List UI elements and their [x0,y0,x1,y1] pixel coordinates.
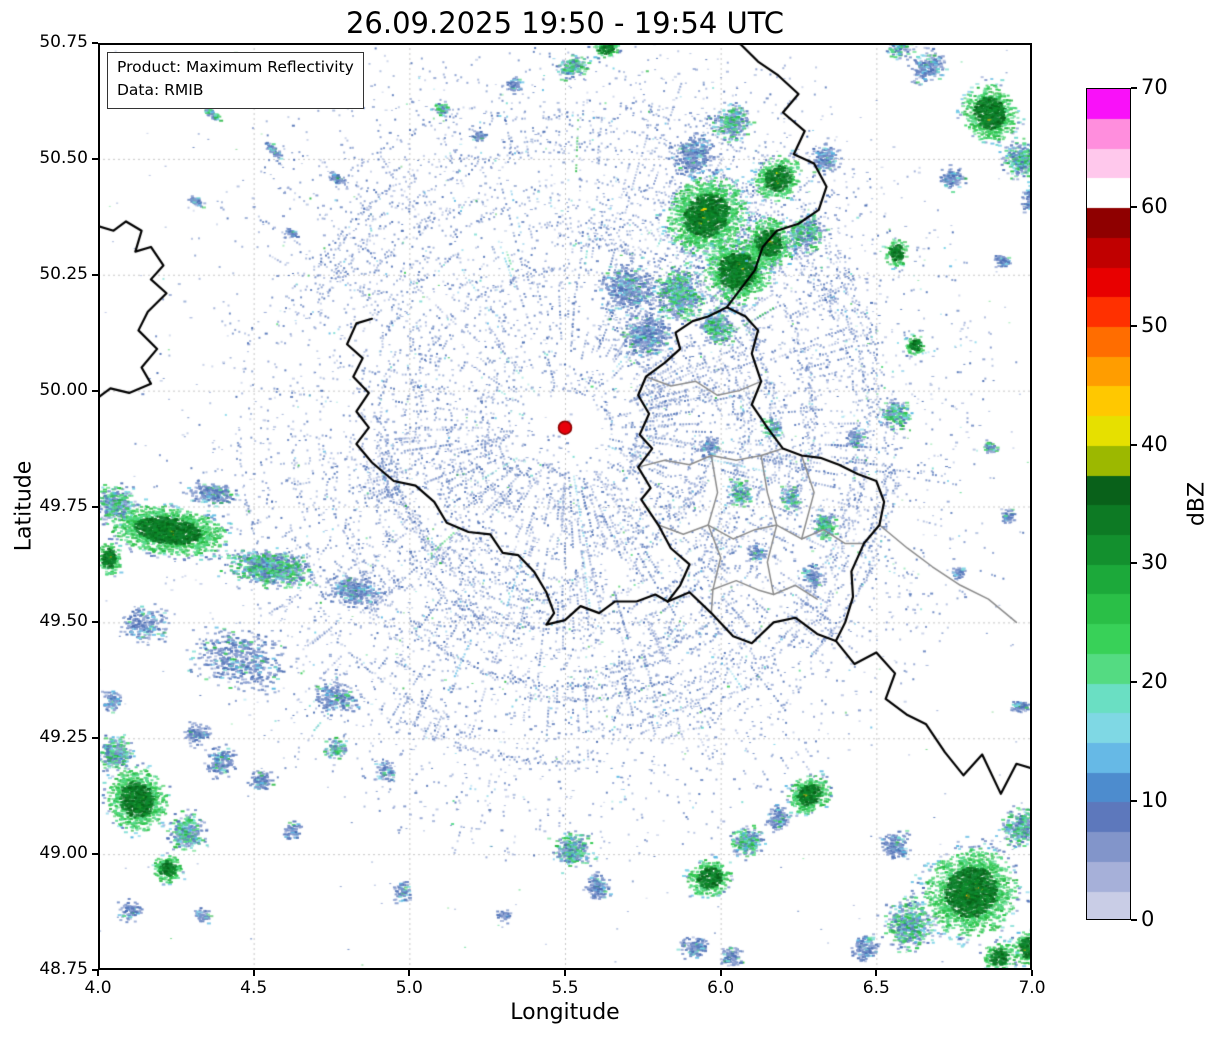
colorbar-tick-label: 40 [1141,431,1168,456]
colorbar-tick-label: 0 [1141,907,1155,931]
y-tick-label: 49.25 [39,727,88,748]
colorbar-tick-mark [1131,87,1137,89]
y-tick-mark [92,42,98,44]
x-tick-mark [875,970,878,976]
colorbar-tick-label: 50 [1141,312,1168,337]
x-tick-label: 5.0 [395,978,423,998]
x-tick-mark [97,970,99,976]
x-tick-label: 7.0 [1018,978,1046,998]
y-tick-label: 49.50 [39,611,88,632]
x-tick-label: 4.5 [240,978,268,998]
y-tick-label: 50.00 [39,379,88,400]
colorbar-tick-label: 30 [1141,550,1168,575]
figure-title: 26.09.2025 19:50 - 19:54 UTC [345,6,785,40]
colorbar-tick-label: 10 [1141,788,1168,813]
x-axis-label: Longitude [510,1000,620,1025]
y-tick-mark [92,737,98,740]
product-label: Product: Maximum Reflectivity [117,58,354,76]
x-tick-mark [564,970,566,976]
y-tick-label: 50.50 [39,147,88,168]
colorbar-tick-mark [1131,324,1137,327]
x-tick-label: 6.0 [707,978,735,998]
x-tick-label: 5.5 [551,978,579,998]
product-info-box: Product: Maximum Reflectivity Data: RMIB [107,52,364,109]
colorbar-gradient [1086,88,1131,920]
x-tick-label: 4.0 [84,978,112,998]
y-tick-mark [92,621,98,624]
y-tick-mark [92,853,98,856]
colorbar-tick-mark [1131,919,1137,921]
x-tick-mark [719,970,722,976]
x-tick-label: 6.5 [862,978,890,998]
y-tick-mark [92,505,98,508]
radar-map-canvas [98,43,1032,970]
y-tick-mark [92,157,98,160]
colorbar-tick-mark [1131,681,1137,684]
colorbar-tick-mark [1131,800,1137,803]
colorbar-tick-mark [1131,205,1137,208]
y-tick-mark [92,273,98,276]
y-tick-mark [92,389,98,392]
y-tick-label: 49.75 [39,495,88,516]
data-source-label: Data: RMIB [117,81,204,100]
colorbar [1086,88,1131,920]
colorbar-tick-label: 70 [1141,75,1168,99]
colorbar-tick-mark [1131,443,1137,446]
x-tick-mark [252,970,255,976]
x-tick-mark [1031,970,1033,976]
y-tick-mark [92,969,98,971]
x-tick-mark [408,970,411,976]
colorbar-tick-label: 20 [1141,669,1168,694]
map-plot-area: Product: Maximum Reflectivity Data: RMIB [98,43,1032,970]
y-tick-label: 49.00 [39,843,88,864]
colorbar-tick-mark [1131,562,1137,565]
colorbar-tick-label: 60 [1141,193,1168,218]
colorbar-unit-label: dBZ [1184,481,1210,527]
y-tick-label: 48.75 [39,959,88,979]
y-tick-label: 50.25 [39,263,88,284]
y-tick-label: 50.75 [39,32,88,52]
